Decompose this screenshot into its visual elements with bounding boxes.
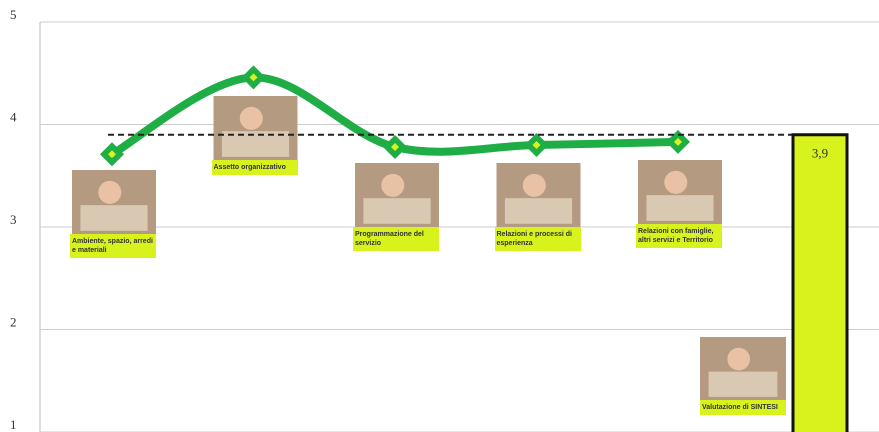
photo-detail xyxy=(98,180,122,204)
category-label: Ambiente, spazio, arredi e materiali xyxy=(70,234,156,258)
photo-detail xyxy=(522,173,546,197)
category-label: Assetto organizzativo xyxy=(211,160,298,175)
y-tick-label: 3 xyxy=(10,212,17,227)
category-label: Relazioni e processi di esperienza xyxy=(494,227,581,251)
marker-center xyxy=(391,143,399,152)
photo-detail xyxy=(727,347,751,371)
y-tick-label: 4 xyxy=(10,109,17,124)
marker-center xyxy=(108,150,116,159)
photo-detail xyxy=(646,195,714,221)
y-tick-label: 2 xyxy=(10,314,17,329)
photo-detail xyxy=(664,170,688,194)
category-label: Programmazione del servizio xyxy=(353,227,439,251)
bar xyxy=(791,133,849,432)
photo-detail xyxy=(708,371,778,397)
photo-detail xyxy=(80,205,148,231)
photo-detail xyxy=(239,106,263,130)
marker-center xyxy=(532,141,541,149)
photo-detail xyxy=(363,198,431,224)
marker-center xyxy=(249,73,258,82)
marker-center xyxy=(674,137,682,146)
category-label: Relazioni con famiglie, altri servizi e … xyxy=(636,224,722,248)
y-tick-label: 1 xyxy=(10,417,17,432)
category-label: Valutazione di SINTESI xyxy=(700,400,786,415)
y-tick-label: 5 xyxy=(10,7,17,22)
photo-detail xyxy=(381,173,405,197)
value-label: 3,9 xyxy=(812,146,828,161)
photo-detail xyxy=(504,198,573,224)
